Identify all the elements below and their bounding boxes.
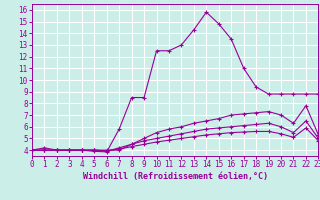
- X-axis label: Windchill (Refroidissement éolien,°C): Windchill (Refroidissement éolien,°C): [83, 172, 268, 181]
